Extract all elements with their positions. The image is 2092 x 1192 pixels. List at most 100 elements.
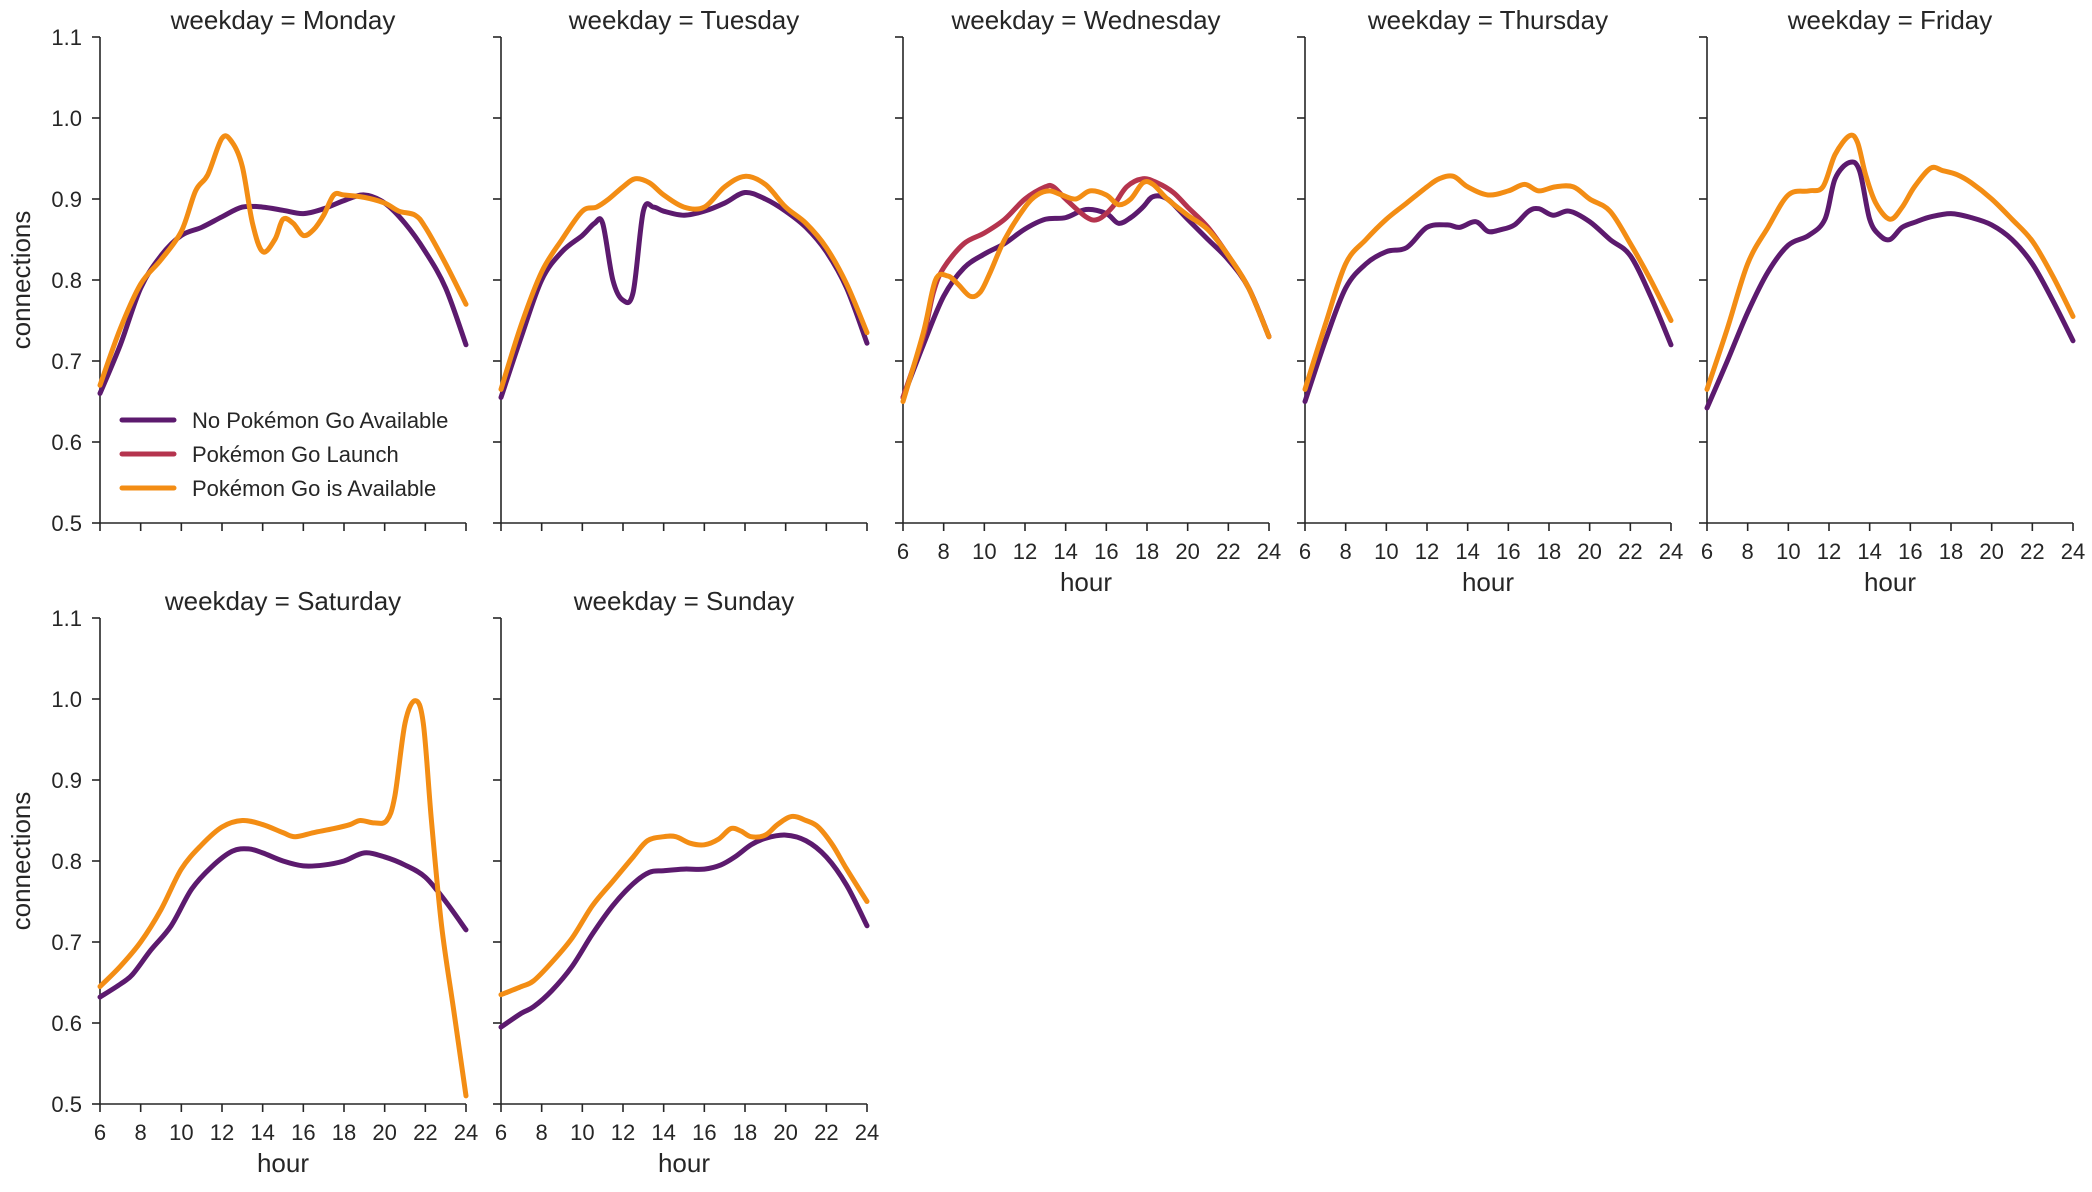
facet-title: weekday = Friday	[1787, 5, 1992, 35]
y-axis-label: connections	[6, 792, 36, 931]
x-tick-label: 20	[1979, 539, 2003, 564]
series-line-pok-mon-go-launch	[900, 176, 1272, 400]
x-tick-label: 18	[1537, 539, 1561, 564]
x-tick-label: 6	[1701, 539, 1713, 564]
facet-title: weekday = Sunday	[573, 586, 794, 616]
series-line-pok-mon-go-is-available	[900, 179, 1272, 404]
series-line-no-pok-mon-go-available	[498, 832, 870, 1030]
x-tick-label: 8	[1742, 539, 1754, 564]
x-tick-label: 24	[1659, 539, 1683, 564]
series-line-no-pok-mon-go-available	[97, 192, 469, 396]
x-axis-label: hour	[1462, 567, 1514, 597]
series-line-pok-mon-go-is-available	[97, 133, 469, 388]
facet-panel-friday: weekday = Friday 6 8 10 12 14 16 18 20 22 24 hour	[1699, 5, 2085, 597]
facet-panel-tuesday: weekday = Tuesday	[493, 5, 870, 531]
x-tick-label: 24	[1257, 539, 1281, 564]
x-axis-label: hour	[1864, 567, 1916, 597]
y-tick-label: 0.5	[51, 1092, 82, 1117]
series-line-no-pok-mon-go-available	[1302, 205, 1674, 404]
x-tick-label: 12	[1415, 539, 1439, 564]
x-tick-label: 6	[94, 1120, 106, 1145]
x-tick-label: 24	[855, 1120, 879, 1145]
x-tick-label: 16	[692, 1120, 716, 1145]
y-tick-label: 0.7	[51, 930, 82, 955]
series-line-no-pok-mon-go-available	[97, 846, 469, 1000]
facet-panel-wednesday: weekday = Wednesday 6 8 10 12 14 16 18 20 22 24 hou…	[895, 5, 1281, 597]
facet-title: weekday = Monday	[170, 5, 396, 35]
x-tick-label: 6	[1299, 539, 1311, 564]
facet-title: weekday = Tuesday	[568, 5, 800, 35]
x-tick-label: 6	[897, 539, 909, 564]
series-line-pok-mon-go-is-available	[498, 173, 870, 392]
x-tick-label: 12	[1817, 539, 1841, 564]
x-tick-label: 18	[1135, 539, 1159, 564]
series-line-pok-mon-go-is-available	[1704, 132, 2076, 392]
x-tick-label: 16	[291, 1120, 315, 1145]
facet-panel-sunday: weekday = Sunday 6 8 10 12 14 16 18 20 22 24 hour	[493, 586, 879, 1178]
x-tick-label: 12	[210, 1120, 234, 1145]
x-tick-label: 18	[733, 1120, 757, 1145]
x-tick-label: 20	[1577, 539, 1601, 564]
x-tick-label: 22	[1618, 539, 1642, 564]
legend-label: Pokémon Go is Available	[192, 476, 436, 501]
x-tick-label: 22	[413, 1120, 437, 1145]
x-tick-label: 16	[1496, 539, 1520, 564]
x-tick-label: 14	[250, 1120, 274, 1145]
x-tick-label: 8	[1340, 539, 1352, 564]
x-tick-label: 8	[938, 539, 950, 564]
facet-title: weekday = Wednesday	[950, 5, 1220, 35]
facet-panel-thursday: weekday = Thursday 6 8 10 12 14 16 18 20 22 24 hour	[1297, 5, 1683, 597]
y-tick-label: 0.9	[51, 187, 82, 212]
y-tick-label: 0.6	[51, 1011, 82, 1036]
y-tick-label: 0.9	[51, 768, 82, 793]
legend-label: Pokémon Go Launch	[192, 442, 399, 467]
x-tick-label: 16	[1094, 539, 1118, 564]
legend-label: No Pokémon Go Available	[192, 408, 448, 433]
x-axis-label: hour	[658, 1148, 710, 1178]
y-axis-label: connections	[6, 211, 36, 350]
series-line-no-pok-mon-go-available	[900, 193, 1272, 400]
x-tick-label: 14	[1053, 539, 1077, 564]
y-tick-label: 1.1	[51, 25, 82, 50]
series-line-pok-mon-go-is-available	[97, 698, 469, 1099]
x-tick-label: 10	[570, 1120, 594, 1145]
x-tick-label: 20	[773, 1120, 797, 1145]
y-tick-label: 0.8	[51, 849, 82, 874]
x-axis-label: hour	[1060, 567, 1112, 597]
x-tick-label: 10	[1776, 539, 1800, 564]
x-tick-label: 22	[1216, 539, 1240, 564]
x-tick-label: 8	[536, 1120, 548, 1145]
series-line-no-pok-mon-go-available	[1704, 159, 2076, 411]
y-tick-label: 0.8	[51, 268, 82, 293]
x-tick-label: 18	[332, 1120, 356, 1145]
x-tick-label: 12	[611, 1120, 635, 1145]
x-tick-label: 16	[1898, 539, 1922, 564]
series-line-pok-mon-go-is-available	[498, 813, 870, 998]
x-tick-label: 20	[1175, 539, 1199, 564]
facet-title: weekday = Thursday	[1367, 5, 1608, 35]
x-tick-label: 14	[1455, 539, 1479, 564]
facet-panel-saturday: weekday = Saturday 0.5 0.6 0.7 0.8 0.9 1.0 1.1 6…	[6, 586, 478, 1178]
facet-panel-monday: weekday = Monday 0.5 0.6 0.7 0.8 0.9 1.0 1.1 con…	[6, 5, 469, 536]
series-line-pok-mon-go-is-available	[1302, 173, 1674, 392]
x-tick-label: 20	[372, 1120, 396, 1145]
y-tick-label: 1.1	[51, 606, 82, 631]
series-line-no-pok-mon-go-available	[498, 189, 870, 400]
y-tick-label: 0.7	[51, 349, 82, 374]
x-axis-label: hour	[257, 1148, 309, 1178]
y-tick-label: 0.6	[51, 430, 82, 455]
x-tick-label: 22	[814, 1120, 838, 1145]
x-tick-label: 10	[169, 1120, 193, 1145]
x-tick-label: 14	[1857, 539, 1881, 564]
x-tick-label: 6	[495, 1120, 507, 1145]
x-tick-label: 10	[1374, 539, 1398, 564]
x-tick-label: 24	[454, 1120, 478, 1145]
y-tick-label: 0.5	[51, 511, 82, 536]
y-tick-label: 1.0	[51, 687, 82, 712]
x-tick-label: 22	[2020, 539, 2044, 564]
y-tick-label: 1.0	[51, 106, 82, 131]
legend: No Pokémon Go Available Pokémon Go Launch…	[119, 408, 448, 501]
x-tick-label: 18	[1939, 539, 1963, 564]
x-tick-label: 8	[135, 1120, 147, 1145]
